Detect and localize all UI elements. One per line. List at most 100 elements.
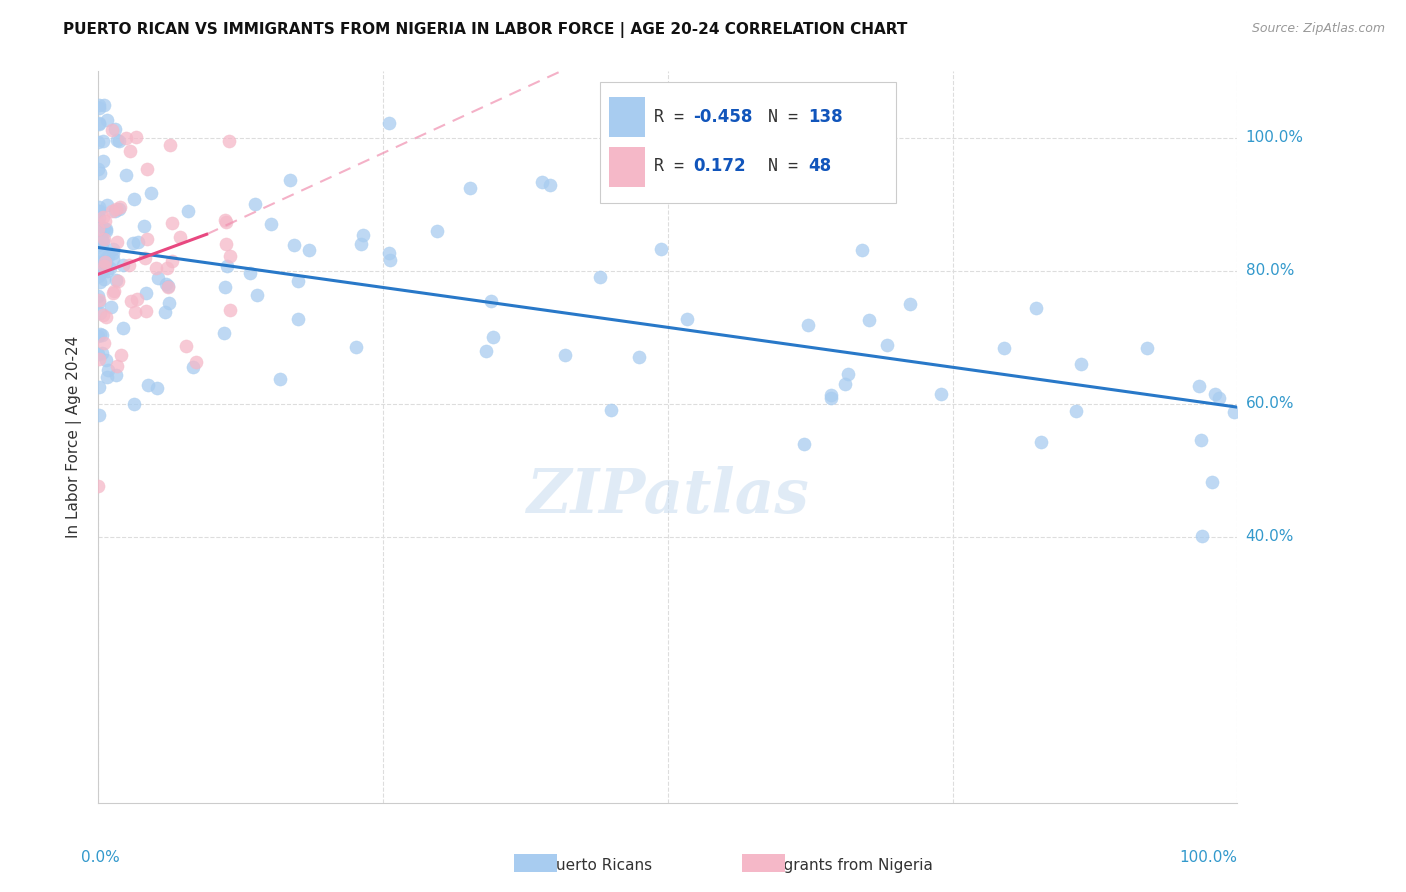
Text: 0.0%: 0.0% xyxy=(82,850,120,865)
Point xyxy=(157,296,180,310)
Point xyxy=(101,204,124,219)
Point xyxy=(124,129,146,144)
Point xyxy=(105,133,128,147)
Point xyxy=(136,377,159,392)
Point xyxy=(1222,405,1244,419)
Point xyxy=(177,204,200,219)
Point xyxy=(122,192,145,206)
Text: 60.0%: 60.0% xyxy=(1246,396,1294,411)
Point xyxy=(93,272,115,286)
Point xyxy=(87,222,110,236)
Point xyxy=(876,337,898,351)
Point xyxy=(122,396,145,410)
FancyBboxPatch shape xyxy=(609,97,645,137)
Point xyxy=(1064,404,1087,418)
Point xyxy=(87,352,110,367)
Point xyxy=(426,224,449,238)
Point xyxy=(94,214,117,228)
Point xyxy=(101,246,124,260)
Point xyxy=(104,272,127,286)
Point xyxy=(87,289,110,303)
Point xyxy=(929,387,952,401)
Point xyxy=(246,287,269,301)
Point xyxy=(218,134,240,148)
Point xyxy=(118,258,141,272)
Point xyxy=(124,305,146,319)
Text: 138: 138 xyxy=(808,108,842,126)
Point xyxy=(479,293,502,308)
Point xyxy=(796,318,818,332)
Point xyxy=(89,275,111,289)
Point xyxy=(1025,301,1047,316)
Point xyxy=(269,371,291,385)
Point xyxy=(156,279,179,293)
Point xyxy=(134,251,156,265)
Point xyxy=(676,311,699,326)
Point xyxy=(104,203,127,218)
Point xyxy=(87,293,110,307)
Point xyxy=(146,271,169,285)
Point xyxy=(350,237,373,252)
Point xyxy=(93,259,115,273)
Point xyxy=(111,320,134,334)
Point xyxy=(103,285,125,299)
Point xyxy=(87,380,110,394)
Point xyxy=(531,175,554,189)
Point xyxy=(214,236,236,251)
Point xyxy=(1191,529,1213,543)
Point xyxy=(87,136,110,150)
Point xyxy=(93,335,115,350)
Point xyxy=(215,260,238,274)
Point xyxy=(87,479,110,493)
FancyBboxPatch shape xyxy=(609,146,645,187)
Point xyxy=(287,311,309,326)
Point xyxy=(169,230,191,244)
Point xyxy=(111,258,134,272)
Point xyxy=(90,259,112,273)
Point xyxy=(91,248,114,262)
Point xyxy=(993,341,1015,355)
Point xyxy=(482,330,505,344)
Point xyxy=(834,376,856,391)
Point xyxy=(287,274,309,288)
Point xyxy=(87,117,110,131)
Point xyxy=(87,268,110,283)
FancyBboxPatch shape xyxy=(742,854,785,872)
Point xyxy=(1136,341,1159,355)
Point xyxy=(89,166,111,180)
Point xyxy=(96,264,118,278)
Point xyxy=(91,233,114,247)
Text: 40.0%: 40.0% xyxy=(1246,529,1294,544)
Text: R =: R = xyxy=(654,158,695,176)
Point xyxy=(104,122,127,136)
Point xyxy=(155,277,177,291)
Point xyxy=(858,313,880,327)
Text: R =: R = xyxy=(654,108,695,126)
Point xyxy=(98,261,121,276)
Point xyxy=(135,161,157,176)
Text: Immigrants from Nigeria: Immigrants from Nigeria xyxy=(745,858,932,872)
Point xyxy=(378,252,401,267)
Point xyxy=(87,408,110,422)
Point xyxy=(114,131,136,145)
Point xyxy=(245,197,267,211)
Point xyxy=(97,362,120,376)
Point xyxy=(107,274,129,288)
Point xyxy=(1191,434,1213,448)
Point xyxy=(132,219,155,233)
Point xyxy=(103,286,125,301)
Point xyxy=(89,306,111,320)
Point xyxy=(1201,475,1223,490)
Point xyxy=(145,260,167,275)
Point xyxy=(283,237,305,252)
Point xyxy=(184,354,207,368)
Point xyxy=(94,256,117,270)
Point xyxy=(101,252,124,267)
Text: -0.458: -0.458 xyxy=(693,108,752,126)
Point xyxy=(87,347,110,361)
Point xyxy=(89,261,111,276)
Text: 100.0%: 100.0% xyxy=(1180,850,1237,865)
Text: Source: ZipAtlas.com: Source: ZipAtlas.com xyxy=(1251,22,1385,36)
Point xyxy=(93,254,115,268)
FancyBboxPatch shape xyxy=(515,854,557,872)
